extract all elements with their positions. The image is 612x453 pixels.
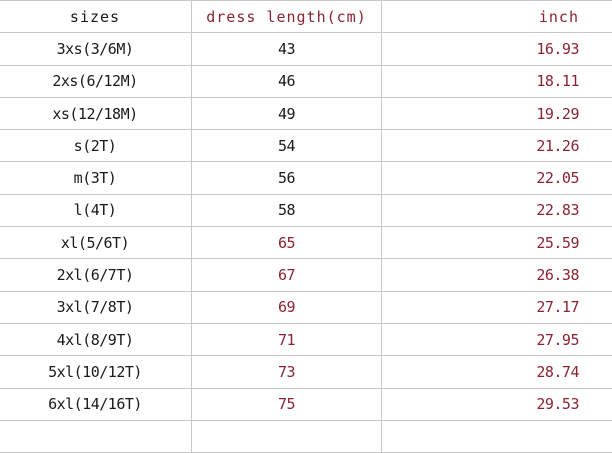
length-cm-cell: 73 bbox=[192, 356, 382, 388]
header-sizes: sizes bbox=[0, 1, 192, 33]
size-cell: 6xl(14/16T) bbox=[0, 388, 192, 420]
length-cm-cell: 75 bbox=[192, 388, 382, 420]
size-cell: xs(12/18M) bbox=[0, 97, 192, 129]
inch-cell: 28.74 bbox=[382, 356, 612, 388]
inch-cell: 27.17 bbox=[382, 291, 612, 323]
empty-cell bbox=[382, 420, 612, 452]
empty-cell bbox=[0, 420, 192, 452]
length-cm-cell: 58 bbox=[192, 194, 382, 226]
length-cm-cell: 49 bbox=[192, 97, 382, 129]
empty-row bbox=[0, 420, 612, 452]
table-row: xl(5/6T) 65 25.59 bbox=[0, 227, 612, 259]
length-cm-cell: 65 bbox=[192, 227, 382, 259]
table-row: m(3T) 56 22.05 bbox=[0, 162, 612, 194]
table-row: 5xl(10/12T) 73 28.74 bbox=[0, 356, 612, 388]
size-cell: 3xl(7/8T) bbox=[0, 291, 192, 323]
size-cell: l(4T) bbox=[0, 194, 192, 226]
inch-cell: 22.83 bbox=[382, 194, 612, 226]
inch-cell: 25.59 bbox=[382, 227, 612, 259]
length-cm-cell: 67 bbox=[192, 259, 382, 291]
length-cm-cell: 46 bbox=[192, 65, 382, 97]
inch-cell: 18.11 bbox=[382, 65, 612, 97]
length-cm-cell: 71 bbox=[192, 323, 382, 355]
inch-cell: 19.29 bbox=[382, 97, 612, 129]
table-row: xs(12/18M) 49 19.29 bbox=[0, 97, 612, 129]
size-cell: s(2T) bbox=[0, 130, 192, 162]
table-row: 4xl(8/9T) 71 27.95 bbox=[0, 323, 612, 355]
length-cm-cell: 43 bbox=[192, 33, 382, 65]
size-cell: 3xs(3/6M) bbox=[0, 33, 192, 65]
table-row: 3xl(7/8T) 69 27.17 bbox=[0, 291, 612, 323]
table-row: s(2T) 54 21.26 bbox=[0, 130, 612, 162]
table-row: 6xl(14/16T) 75 29.53 bbox=[0, 388, 612, 420]
length-cm-cell: 54 bbox=[192, 130, 382, 162]
inch-cell: 26.38 bbox=[382, 259, 612, 291]
size-cell: xl(5/6T) bbox=[0, 227, 192, 259]
inch-cell: 27.95 bbox=[382, 323, 612, 355]
inch-cell: 29.53 bbox=[382, 388, 612, 420]
inch-cell: 22.05 bbox=[382, 162, 612, 194]
table-row: 2xs(6/12M) 46 18.11 bbox=[0, 65, 612, 97]
empty-cell bbox=[192, 420, 382, 452]
table-row: 2xl(6/7T) 67 26.38 bbox=[0, 259, 612, 291]
length-cm-cell: 56 bbox=[192, 162, 382, 194]
size-cell: 4xl(8/9T) bbox=[0, 323, 192, 355]
inch-cell: 16.93 bbox=[382, 33, 612, 65]
header-row: sizes dress length(cm) inch bbox=[0, 1, 612, 33]
size-cell: 2xl(6/7T) bbox=[0, 259, 192, 291]
header-dress-length: dress length(cm) bbox=[192, 1, 382, 33]
size-cell: 2xs(6/12M) bbox=[0, 65, 192, 97]
size-cell: 5xl(10/12T) bbox=[0, 356, 192, 388]
table-row: l(4T) 58 22.83 bbox=[0, 194, 612, 226]
size-cell: m(3T) bbox=[0, 162, 192, 194]
length-cm-cell: 69 bbox=[192, 291, 382, 323]
table-row: 3xs(3/6M) 43 16.93 bbox=[0, 33, 612, 65]
header-inch: inch bbox=[382, 1, 612, 33]
inch-cell: 21.26 bbox=[382, 130, 612, 162]
